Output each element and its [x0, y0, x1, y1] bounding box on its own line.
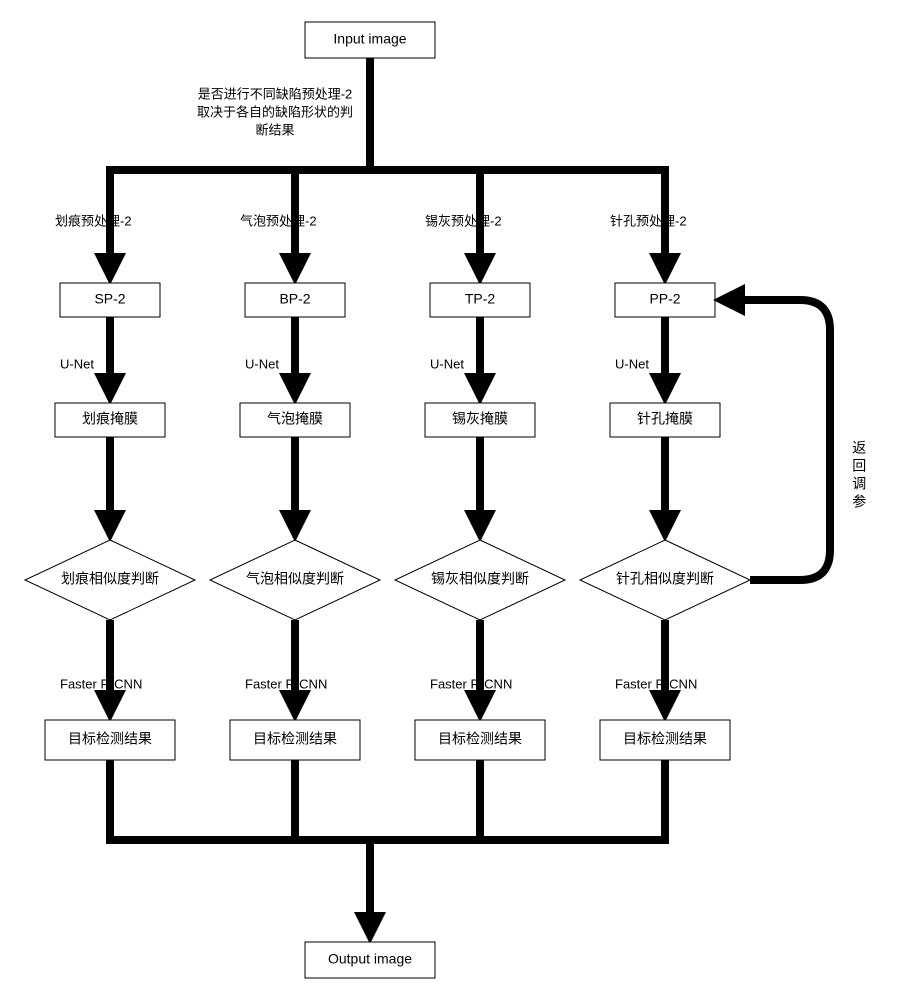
preproc-bubble-label: BP-2: [279, 291, 310, 307]
feedback-label: 返回调参: [851, 440, 867, 512]
sim-pinhole-label: 针孔相似度判断: [616, 571, 714, 587]
sim-tinash-label: 锡灰相似度判断: [431, 571, 529, 587]
preproc-tinash-label: TP-2: [465, 291, 496, 307]
pre-label-bubble: 气泡预处理-2: [240, 213, 317, 228]
unet-label-pinhole: U-Net: [615, 356, 649, 371]
pre-label-tinash: 锡灰预处理-2: [425, 213, 502, 228]
preproc-pinhole-label: PP-2: [649, 291, 680, 307]
pre-label-pinhole: 针孔预处理-2: [610, 213, 687, 228]
result-tinash-label: 目标检测结果: [438, 731, 522, 747]
mask-bubble-label: 气泡掩膜: [267, 411, 323, 427]
mask-tinash-label: 锡灰掩膜: [452, 411, 508, 427]
unet-label-bubble: U-Net: [245, 356, 279, 371]
frcnn-label-bubble: Faster R-CNN: [245, 676, 327, 691]
decision-text-l1: 是否进行不同缺陷预处理-2: [198, 86, 353, 101]
flowchart-canvas: Input image 是否进行不同缺陷预处理-2 取决于各自的缺陷形状的判断结果划…: [0, 0, 917, 1000]
unet-label-scratch: U-Net: [60, 356, 94, 371]
output-image-box-label: Output image: [328, 951, 412, 967]
pre-label-scratch: 划痕预处理-2: [55, 213, 132, 228]
frcnn-label-tinash: Faster R-CNN: [430, 676, 512, 691]
decision-text-l3: 断结果: [255, 122, 294, 137]
sim-bubble-label: 气泡相似度判断: [246, 571, 344, 587]
feedback-loop: [729, 300, 830, 580]
preproc-scratch-label: SP-2: [94, 291, 125, 307]
frcnn-label-scratch: Faster R-CNN: [60, 676, 142, 691]
mask-pinhole-label: 针孔掩膜: [637, 411, 693, 427]
frcnn-label-pinhole: Faster R-CNN: [615, 676, 697, 691]
result-pinhole-label: 目标检测结果: [623, 731, 707, 747]
mask-scratch-label: 划痕掩膜: [82, 411, 138, 427]
decision-text-l2: 取决于各自的缺陷形状的判: [197, 104, 353, 119]
input-image-box-label: Input image: [333, 31, 406, 47]
unet-label-tinash: U-Net: [430, 356, 464, 371]
result-scratch-label: 目标检测结果: [68, 731, 152, 747]
sim-scratch-label: 划痕相似度判断: [61, 571, 159, 587]
result-bubble-label: 目标检测结果: [253, 731, 337, 747]
